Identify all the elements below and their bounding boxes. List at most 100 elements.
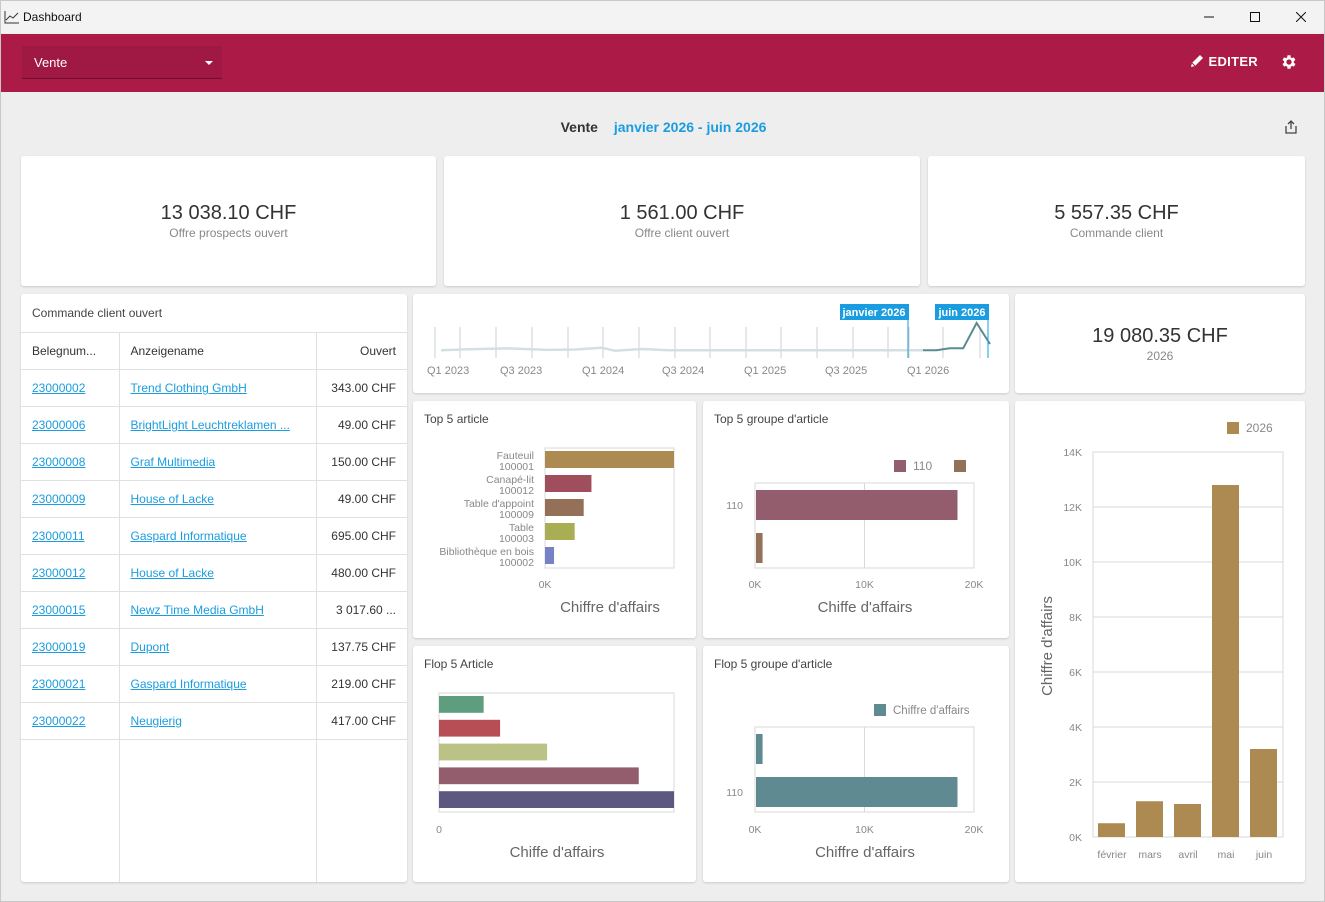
timeline-chart[interactable]: Q1 2023 Q3 2023 Q1 2024 Q3 2024 Q1 2025 Q3 20… <box>413 294 1009 393</box>
order-number-link[interactable]: 23000011 <box>32 529 85 543</box>
column-header-name[interactable]: Anzeigename <box>119 332 317 370</box>
order-number-cell: 23000012 <box>21 554 120 592</box>
export-button[interactable] <box>1284 120 1298 139</box>
legend-label: Chiffre d'affairs <box>893 705 970 717</box>
x-tick-label: février <box>1097 849 1127 861</box>
table-row[interactable]: 23000006 BrightLight Leuchtreklamen ... 49… <box>21 406 407 444</box>
customer-name-link[interactable]: BrightLight Leuchtreklamen ... <box>130 418 290 432</box>
customer-name-cell: House of Lacke <box>119 554 317 592</box>
customer-name-cell: House of Lacke <box>119 480 317 518</box>
column-header-number[interactable]: Belegnum... <box>21 332 120 370</box>
customer-name-link[interactable]: Dupont <box>130 640 170 654</box>
customer-name-link[interactable]: House of Lacke <box>130 566 214 580</box>
settings-button[interactable] <box>1280 53 1298 76</box>
open-orders-table: Belegnum... Anzeigename Ouvert 23000002 T… <box>21 332 407 740</box>
order-number-cell: 23000015 <box>21 591 120 629</box>
kpi-value: 1 561.00 CHF <box>619 202 745 224</box>
x-tick-label: avril <box>1178 849 1197 861</box>
open-amount-cell: 49.00 CHF <box>316 480 407 518</box>
customer-name-link[interactable]: House of Lacke <box>130 492 214 506</box>
top5-article-title: Top 5 article <box>424 412 489 426</box>
bar <box>1174 804 1201 837</box>
close-button[interactable] <box>1278 1 1324 33</box>
order-number-link[interactable]: 23000019 <box>32 640 86 654</box>
pencil-icon <box>1190 55 1203 67</box>
timeline-selected-line <box>923 321 991 352</box>
table-row[interactable]: 23000015 Newz Time Media GmbH 3 017.60 ... <box>21 591 407 629</box>
category-label: Table d'appoint <box>464 498 534 510</box>
bar <box>439 767 639 785</box>
dashboard-name: Vente <box>560 119 598 135</box>
kpi-card-client-orders[interactable]: 5 557.35 CHF Commande client <box>928 156 1305 286</box>
category-label: Bibliothèque en bois <box>439 546 534 558</box>
range-end-handle <box>935 304 989 320</box>
column-header-open[interactable]: Ouvert <box>316 332 407 370</box>
x-axis-title: Chiffre d'affairs <box>560 599 660 616</box>
maximize-button[interactable] <box>1232 1 1278 33</box>
timeline-tick-label: Q1 2026 <box>907 365 949 377</box>
customer-name-link[interactable]: Neugierig <box>130 714 182 728</box>
open-orders-card: Commande client ouvert Belegnum... Anzei… <box>21 294 407 882</box>
kpi-value: 5 557.35 CHF <box>1054 202 1179 224</box>
order-number-link[interactable]: 23000008 <box>32 455 86 469</box>
timeline-tick-label: Q3 2023 <box>500 365 542 377</box>
bar <box>1250 749 1277 837</box>
customer-name-link[interactable]: Gaspard Informatique <box>130 529 247 543</box>
table-row[interactable]: 23000012 House of Lacke 480.00 CHF <box>21 554 407 592</box>
order-number-link[interactable]: 23000009 <box>32 492 86 506</box>
dashboard-selector-value: Vente <box>34 54 68 70</box>
order-number-link[interactable]: 23000022 <box>32 714 86 728</box>
customer-name-link[interactable]: Graf Multimedia <box>130 455 216 469</box>
table-row[interactable]: 23000002 Trend Clothing GmbH 343.00 CHF <box>21 369 407 407</box>
kpi-label: Commande client <box>1069 226 1164 240</box>
y-tick-label: 8K <box>1069 612 1082 624</box>
order-number-link[interactable]: 23000021 <box>32 677 86 691</box>
title-bar: Dashboard <box>1 1 1324 33</box>
share-icon <box>1285 120 1297 134</box>
order-number-link[interactable]: 23000006 <box>32 418 86 432</box>
table-row[interactable]: 23000019 Dupont 137.75 CHF <box>21 628 407 666</box>
kpi-card-client-offers[interactable]: 1 561.00 CHF Offre client ouvert <box>444 156 920 286</box>
close-icon <box>1296 12 1306 22</box>
bar <box>439 696 484 713</box>
bar <box>1212 485 1239 837</box>
customer-name-link[interactable]: Trend Clothing GmbH <box>130 381 247 395</box>
table-row[interactable]: 23000009 House of Lacke 49.00 CHF <box>21 480 407 518</box>
minimize-icon <box>1204 16 1214 18</box>
order-number-link[interactable]: 23000012 <box>32 566 86 580</box>
order-number-cell: 23000022 <box>21 702 120 740</box>
kpi-card-prospect-offers[interactable]: 13 038.10 CHF Offre prospects ouvert <box>21 156 436 286</box>
kpi-card-year-total[interactable]: 19 080.35 CHF 2026 <box>1015 294 1305 393</box>
table-row[interactable]: 23000011 Gaspard Informatique 695.00 CHF <box>21 517 407 555</box>
dashboard-selector[interactable]: Vente <box>22 46 222 79</box>
chart-line-icon <box>4 11 19 24</box>
bar <box>545 523 575 540</box>
table-row[interactable]: 23000022 Neugierig 417.00 CHF <box>21 702 407 740</box>
category-code: 100002 <box>499 557 534 569</box>
order-number-link[interactable]: 23000002 <box>32 381 86 395</box>
edit-button[interactable]: EDITER <box>1189 53 1258 69</box>
open-orders-title: Commande client ouvert <box>32 306 163 320</box>
bar <box>756 777 958 807</box>
date-range[interactable]: janvier 2026 - juin 2026 <box>613 119 767 135</box>
x-tick-label: 0 <box>436 824 442 836</box>
customer-name-link[interactable]: Gaspard Informatique <box>130 677 247 691</box>
y-tick-label: 10K <box>1063 557 1082 569</box>
x-tick-label: mars <box>1138 849 1161 861</box>
order-number-link[interactable]: 23000015 <box>32 603 86 617</box>
table-row[interactable]: 23000021 Gaspard Informatique 219.00 CHF <box>21 665 407 703</box>
customer-name-link[interactable]: Newz Time Media GmbH <box>130 603 264 617</box>
timeline-tick-label: Q1 2023 <box>427 365 469 377</box>
window-title: Dashboard <box>23 10 82 24</box>
category-label: Fauteuil <box>497 450 534 462</box>
kpi-value: 13 038.10 CHF <box>160 202 297 224</box>
flop5-article-title: Flop 5 Article <box>424 657 494 671</box>
open-amount-cell: 150.00 CHF <box>316 443 407 481</box>
customer-name-cell: Dupont <box>119 628 317 666</box>
y-tick-label: 2K <box>1069 777 1082 789</box>
table-row[interactable]: 23000008 Graf Multimedia 150.00 CHF <box>21 443 407 481</box>
bar <box>545 451 674 468</box>
minimize-button[interactable] <box>1186 1 1232 33</box>
x-tick-label: 20K <box>965 824 984 836</box>
column-divider <box>316 740 317 882</box>
